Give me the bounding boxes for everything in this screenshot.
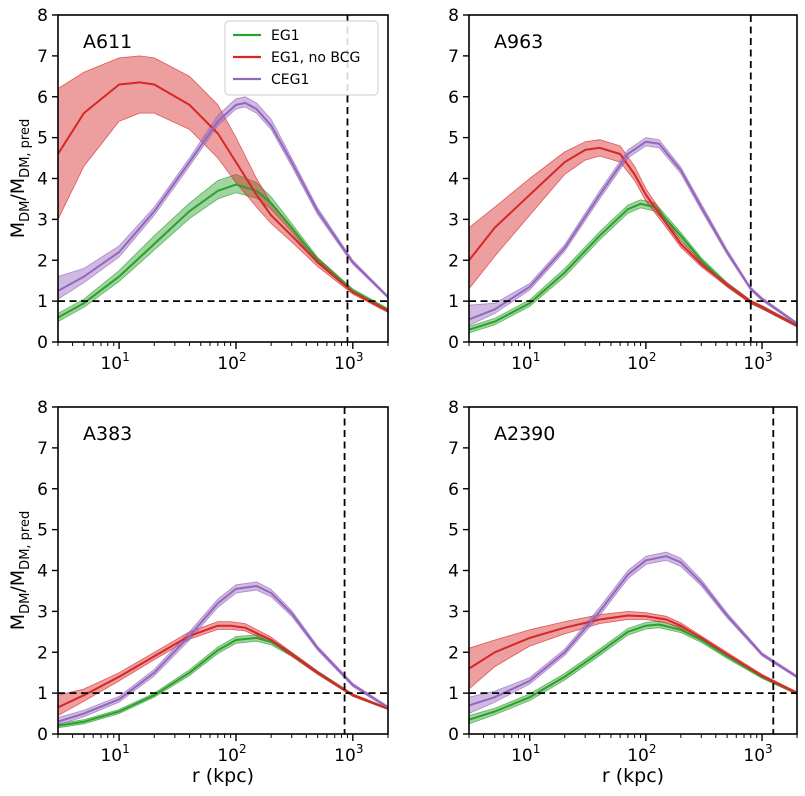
ytick-label: 4 (37, 170, 48, 190)
line-ceg1 (469, 140, 797, 325)
xtick-label: 102 (627, 742, 656, 766)
panel-a2390: 0 1 2 3 4 5 6 7 8 101 102 103 A2390 r (kpc) (448, 398, 798, 787)
legend-box (224, 20, 379, 96)
panel-title: A963 (494, 31, 543, 53)
band-eg1-no-bcg (469, 139, 797, 328)
ytick-label: 7 (448, 47, 459, 67)
panel-title: A611 (83, 31, 132, 53)
ytick-label: 1 (37, 684, 48, 704)
band-ceg1 (469, 137, 797, 327)
ytick-label: 3 (448, 210, 459, 230)
ytick-label: 8 (37, 398, 48, 418)
ytick-label: 5 (448, 129, 459, 149)
xtick-label: 102 (217, 742, 246, 766)
xtick-label: 103 (743, 350, 772, 374)
ytick-label: 1 (37, 292, 48, 312)
xtick-label: 101 (511, 742, 540, 766)
ylabel: MDM/MDM, pred (7, 119, 33, 239)
ytick-label: 1 (448, 684, 459, 704)
ytick-label: 0 (448, 725, 459, 745)
ytick-label: 8 (448, 398, 459, 418)
ytick-label: 5 (37, 521, 48, 541)
legend-label: EG1 (271, 28, 300, 44)
xtick-label: 103 (743, 742, 772, 766)
xlabel: r (kpc) (602, 765, 664, 787)
ytick-label: 1 (448, 292, 459, 312)
ytick-label: 8 (37, 6, 48, 26)
band-eg1 (469, 199, 797, 334)
legend-label: CEG1 (271, 72, 309, 88)
ytick-label: 2 (448, 251, 459, 271)
panel-title: A383 (83, 423, 132, 445)
ytick-label: 0 (37, 725, 48, 745)
ytick-label: 6 (448, 88, 459, 108)
ytick-label: 2 (37, 643, 48, 663)
ytick-label: 8 (448, 6, 459, 26)
ytick-label: 5 (37, 129, 48, 149)
xtick-label: 103 (334, 742, 363, 766)
line-eg1-no-bcg (58, 624, 388, 710)
xlabel: r (kpc) (192, 765, 254, 787)
band-eg1 (58, 173, 388, 323)
ytick-label: 4 (37, 562, 48, 582)
ylabel: MDM/MDM, pred (7, 511, 33, 631)
ytick-label: 7 (37, 47, 48, 67)
ytick-label: 4 (448, 562, 459, 582)
band-eg1-no-bcg (58, 621, 388, 717)
plot-area (58, 15, 388, 342)
legend: EG1 EG1, no BCG CEG1 (224, 20, 379, 96)
line-eg1-no-bcg (58, 81, 388, 312)
plot-area (469, 407, 797, 734)
panel-a383: 0 1 2 3 4 5 6 7 8 101 102 103 A383 MDM/MDM, pred r (kp… (7, 398, 389, 787)
xtick-label: 103 (334, 350, 363, 374)
ytick-label: 2 (448, 643, 459, 663)
ytick-label: 0 (37, 333, 48, 353)
xtick-label: 101 (100, 742, 129, 766)
line-eg1 (469, 623, 797, 721)
line-eg1-no-bcg (469, 146, 797, 327)
ytick-label: 0 (448, 333, 459, 353)
xtick-label: 101 (511, 350, 540, 374)
panel-title: A2390 (494, 423, 555, 445)
line-eg1 (58, 183, 388, 319)
ytick-label: 7 (448, 439, 459, 459)
band-ceg1 (58, 96, 388, 300)
ytick-label: 4 (448, 170, 459, 190)
band-eg1 (58, 634, 388, 729)
plot-area (58, 407, 388, 734)
plot-area (469, 15, 797, 342)
line-eg1-no-bcg (469, 614, 797, 694)
band-ceg1 (469, 551, 797, 715)
ytick-label: 3 (37, 210, 48, 230)
ytick-label: 2 (37, 251, 48, 271)
xtick-label: 101 (100, 350, 129, 374)
ytick-label: 7 (37, 439, 48, 459)
line-ceg1 (469, 555, 797, 707)
panel-a963: 0 1 2 3 4 5 6 7 8 101 102 103 A963 (448, 6, 798, 374)
legend-label: EG1, no BCG (271, 50, 360, 66)
xtick-label: 102 (217, 350, 246, 374)
line-ceg1 (58, 585, 388, 723)
ytick-label: 6 (37, 480, 48, 500)
xtick-label: 102 (627, 350, 656, 374)
ytick-label: 3 (448, 602, 459, 622)
band-eg1-no-bcg (58, 55, 388, 314)
ytick-label: 5 (448, 521, 459, 541)
ytick-label: 6 (37, 88, 48, 108)
ytick-label: 6 (448, 480, 459, 500)
ytick-label: 3 (37, 602, 48, 622)
line-ceg1 (58, 101, 388, 298)
